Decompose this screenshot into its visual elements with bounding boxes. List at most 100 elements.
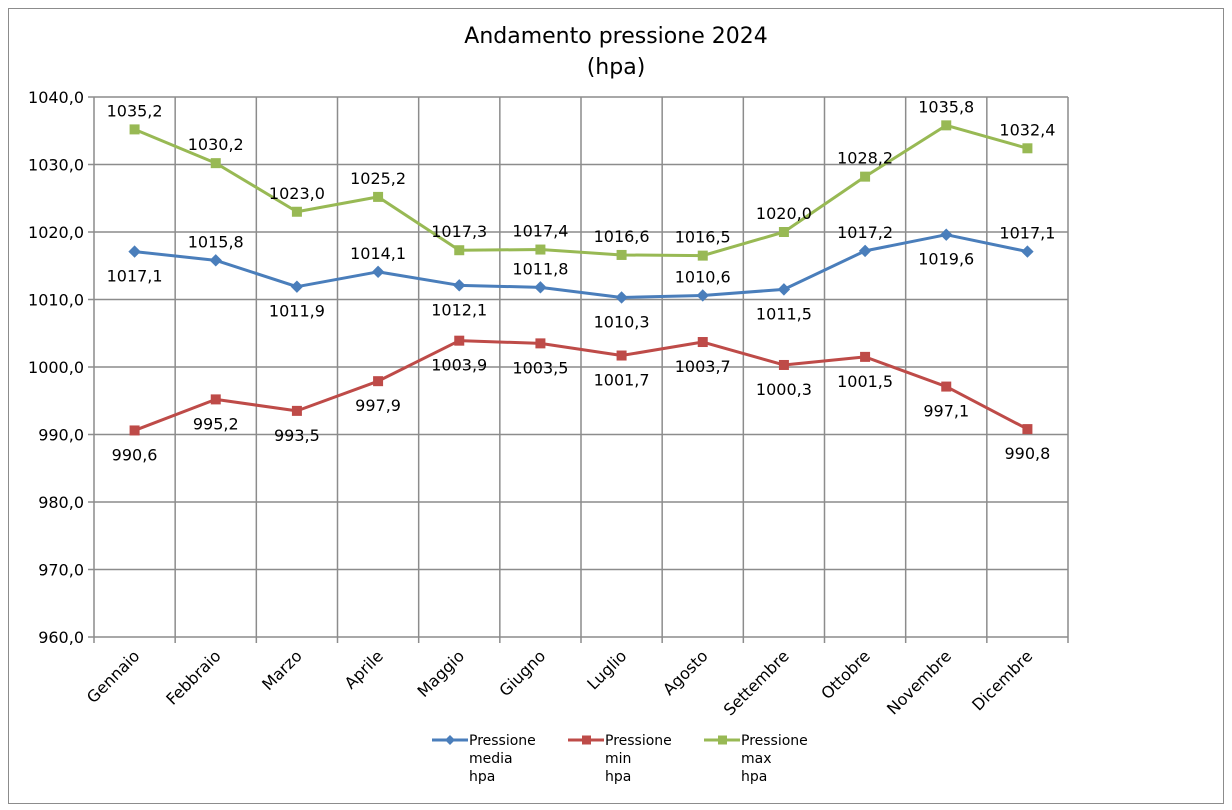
legend-label: Pressione bbox=[469, 733, 536, 749]
data-point bbox=[535, 338, 546, 349]
data-point bbox=[1022, 143, 1033, 154]
series-line bbox=[134, 339, 1029, 432]
x-tick-label: Maggio bbox=[414, 646, 469, 701]
data-point bbox=[1021, 245, 1034, 258]
legend-marker bbox=[718, 735, 727, 745]
data-label: 1011,5 bbox=[756, 304, 812, 323]
data-label: 993,5 bbox=[274, 426, 320, 445]
data-point bbox=[534, 281, 547, 294]
data-label: 1023,0 bbox=[269, 184, 325, 203]
data-label: 1011,9 bbox=[269, 302, 325, 321]
x-tick-label: Giugno bbox=[495, 646, 549, 700]
data-point bbox=[697, 337, 708, 348]
data-label: 1003,9 bbox=[431, 356, 487, 375]
data-label: 990,8 bbox=[1005, 444, 1051, 463]
data-label: 1003,7 bbox=[675, 357, 731, 376]
data-label: 1017,4 bbox=[512, 222, 568, 241]
legend-marker bbox=[582, 735, 591, 745]
y-tick-label: 990,0 bbox=[38, 426, 84, 445]
legend-label: Pressione bbox=[605, 733, 672, 749]
x-tick-label: Febbraio bbox=[162, 646, 224, 708]
y-tick-label: 980,0 bbox=[38, 493, 84, 512]
data-label: 1015,8 bbox=[188, 232, 244, 251]
x-tick-label: Marzo bbox=[258, 646, 306, 694]
data-point bbox=[777, 283, 791, 296]
data-label: 1001,7 bbox=[594, 371, 650, 390]
data-label: 1032,4 bbox=[999, 120, 1055, 139]
y-tick-label: 1000,0 bbox=[28, 358, 84, 377]
data-point bbox=[453, 279, 466, 292]
data-point bbox=[778, 359, 789, 370]
y-tick-label: 1030,0 bbox=[28, 156, 84, 175]
data-label: 1014,1 bbox=[350, 244, 406, 263]
data-label: 1001,5 bbox=[837, 372, 893, 391]
data-point bbox=[941, 381, 952, 392]
data-point bbox=[373, 191, 384, 202]
data-label: 1016,6 bbox=[594, 227, 650, 246]
data-point bbox=[291, 405, 302, 416]
data-label: 1025,2 bbox=[350, 169, 406, 188]
x-tick-label: Ottobre bbox=[817, 646, 874, 703]
data-label: 1016,5 bbox=[675, 228, 731, 247]
data-label: 997,1 bbox=[923, 402, 969, 421]
x-tick-label: Settembre bbox=[720, 646, 793, 719]
data-point bbox=[454, 335, 465, 346]
data-label: 1011,8 bbox=[512, 259, 568, 278]
legend-label: hpa bbox=[741, 769, 767, 785]
y-tick-label: 1020,0 bbox=[28, 223, 84, 242]
series-line bbox=[134, 123, 1028, 258]
data-point bbox=[535, 244, 546, 255]
legend-label: hpa bbox=[469, 769, 495, 785]
data-point bbox=[616, 249, 627, 260]
data-point bbox=[371, 265, 385, 279]
data-point bbox=[696, 289, 709, 302]
data-point bbox=[616, 350, 627, 361]
data-point bbox=[941, 120, 952, 131]
legend-label: hpa bbox=[605, 769, 631, 785]
data-point bbox=[210, 158, 221, 169]
data-label: 1012,1 bbox=[431, 300, 487, 319]
data-label: 1035,8 bbox=[918, 97, 974, 116]
data-point bbox=[615, 291, 628, 304]
data-label: 1019,6 bbox=[918, 250, 974, 269]
plot-area: 960,0 970,0 980,0 990,0 1000,0 1010,0 1020,0 10… bbox=[28, 88, 1069, 719]
legend-marker bbox=[445, 735, 455, 745]
data-label: 1017,1 bbox=[107, 267, 163, 286]
data-label: 1000,3 bbox=[756, 380, 812, 399]
x-tick-label: Agosto bbox=[659, 646, 712, 699]
data-label: 1035,2 bbox=[107, 101, 163, 120]
chart-title: Andamento pressione 2024 bbox=[464, 24, 767, 49]
data-point bbox=[290, 280, 304, 293]
data-label: 1028,2 bbox=[837, 149, 893, 168]
x-tick-label: Aprile bbox=[341, 646, 387, 692]
legend-label: max bbox=[741, 751, 772, 767]
legend-label: min bbox=[605, 751, 631, 767]
data-label: 997,9 bbox=[355, 396, 401, 415]
y-tick-label: 1040,0 bbox=[28, 88, 84, 107]
series-line bbox=[134, 233, 1028, 299]
data-point bbox=[291, 206, 302, 217]
data-point bbox=[128, 245, 141, 258]
data-label: 995,2 bbox=[193, 414, 239, 433]
data-label: 1030,2 bbox=[188, 135, 244, 154]
data-label: 1003,5 bbox=[512, 358, 568, 377]
legend: Pressione media hpa Pressione min hpa Pression… bbox=[432, 733, 808, 785]
x-tick-label: Novembre bbox=[883, 646, 955, 718]
legend-label: media bbox=[469, 751, 513, 767]
x-tick-label: Luglio bbox=[583, 646, 630, 693]
data-point bbox=[1022, 424, 1033, 435]
data-point bbox=[373, 376, 384, 387]
data-label: 1017,1 bbox=[999, 224, 1055, 243]
data-point bbox=[778, 227, 789, 237]
data-label: 1017,3 bbox=[431, 222, 487, 241]
data-point bbox=[940, 228, 953, 241]
data-point bbox=[129, 124, 140, 135]
data-point bbox=[860, 351, 871, 362]
data-label: 1010,6 bbox=[675, 267, 731, 286]
data-label: 1010,3 bbox=[594, 312, 650, 331]
data-point bbox=[209, 254, 222, 267]
y-tick-label: 970,0 bbox=[38, 561, 84, 580]
data-point bbox=[129, 425, 140, 436]
chart-subtitle: (hpa) bbox=[587, 55, 646, 80]
